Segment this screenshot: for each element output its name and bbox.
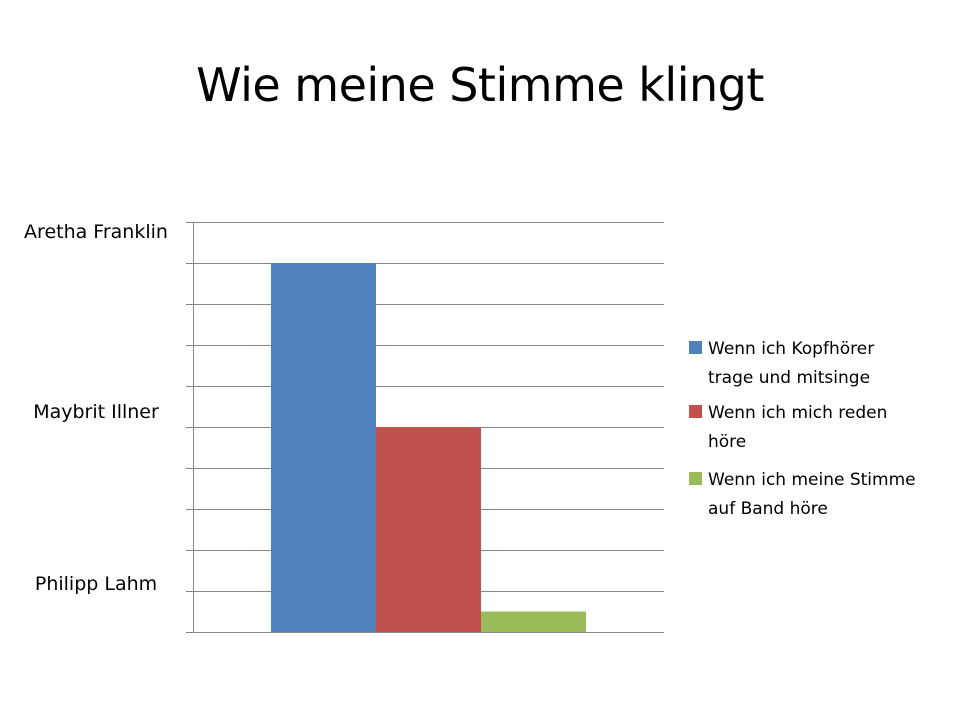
y-tick-label: Maybrit Illner [33, 401, 159, 423]
legend-label: Wenn ich mich reden [708, 403, 887, 423]
legend-label: Wenn ich Kopfhörer [708, 339, 874, 359]
legend-label: Wenn ich meine Stimme [708, 470, 916, 490]
legend-label: trage und mitsinge [708, 368, 870, 388]
legend-swatch [689, 405, 702, 418]
bar [481, 611, 586, 632]
y-tick-label: Aretha Franklin [24, 221, 168, 243]
legend-swatch [689, 341, 702, 354]
y-tick-label: Philipp Lahm [35, 573, 157, 595]
legend-label: höre [708, 432, 746, 452]
legend-swatch [689, 472, 702, 485]
bar [376, 427, 481, 632]
legend-label: auf Band höre [708, 499, 828, 519]
chart-title: Wie meine Stimme klingt [196, 58, 764, 112]
bar [271, 263, 376, 632]
